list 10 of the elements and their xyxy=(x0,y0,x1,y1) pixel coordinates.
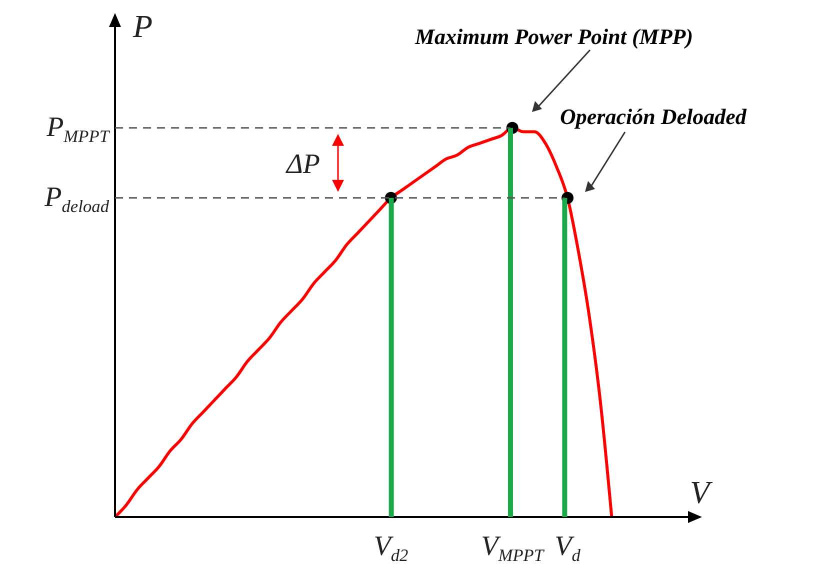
x-axis-title: V xyxy=(690,474,713,510)
y-axis-title: P xyxy=(132,8,153,44)
ref-line-label: P$_{MPPT}$ xyxy=(46,112,110,146)
annotation: ΔP xyxy=(285,148,320,180)
text: Maximum Power Point (MPP) xyxy=(414,24,694,49)
x-tick-label: V$_{d2}$ xyxy=(374,531,408,565)
x-tick-label: V$_{d}$ xyxy=(554,531,581,565)
x-tick-label: V$_{MPPT}$ xyxy=(481,531,545,565)
ref-line-label: P$_{deload}$ xyxy=(44,182,110,216)
annotation: Operación Deloaded xyxy=(560,104,748,129)
